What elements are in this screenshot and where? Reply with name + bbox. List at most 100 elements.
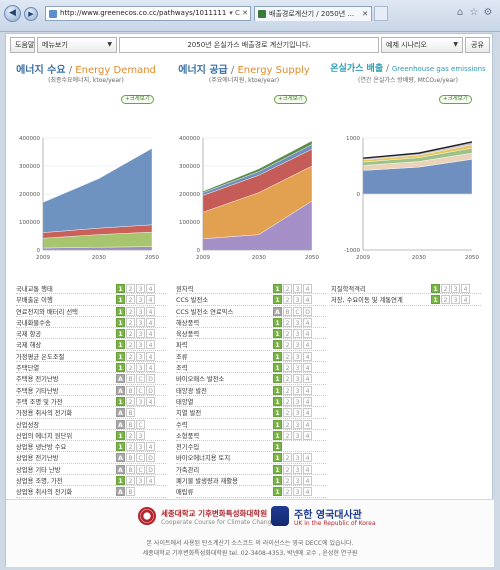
lever-option-button[interactable]: 3 xyxy=(136,340,145,350)
lever-option-button[interactable]: A xyxy=(116,487,125,497)
lever-option-button[interactable]: 1 xyxy=(273,487,282,497)
lever-option-button[interactable]: 4 xyxy=(303,385,312,395)
lever-option-button[interactable]: 2 xyxy=(126,284,135,293)
demand-expand-button[interactable]: +크게보기 xyxy=(121,95,154,104)
lever-option-button[interactable]: 3 xyxy=(136,430,145,440)
lever-option-button[interactable]: B xyxy=(126,408,135,418)
lever-option-button[interactable]: 2 xyxy=(283,464,292,474)
home-icon[interactable]: ⌂ xyxy=(456,7,464,18)
lever-option-button[interactable]: 4 xyxy=(303,295,312,305)
lever-option-button[interactable]: 3 xyxy=(136,295,145,305)
menu-dropdown[interactable]: 메뉴보기 ▼ xyxy=(37,37,117,53)
address-bar[interactable]: http://www.greenecos.co.cc/pathways/1011… xyxy=(45,6,251,21)
lever-option-button[interactable]: D xyxy=(303,306,312,316)
lever-option-button[interactable]: 3 xyxy=(136,351,145,361)
lever-option-button[interactable]: 2 xyxy=(283,317,292,327)
lever-option-button[interactable]: 3 xyxy=(136,476,145,486)
lever-option-button[interactable]: 3 xyxy=(293,487,302,497)
lever-option-button[interactable]: 3 xyxy=(136,284,145,293)
lever-option-button[interactable]: 3 xyxy=(293,374,302,384)
lever-option-button[interactable]: 4 xyxy=(146,396,155,406)
lever-option-button[interactable]: B xyxy=(126,453,135,463)
lever-option-button[interactable]: 4 xyxy=(146,317,155,327)
lever-option-button[interactable]: 3 xyxy=(136,306,145,316)
lever-option-button[interactable]: 4 xyxy=(461,295,470,305)
lever-option-button[interactable]: 4 xyxy=(146,340,155,350)
lever-option-button[interactable]: 1 xyxy=(273,374,282,384)
lever-option-button[interactable]: 4 xyxy=(303,317,312,327)
lever-option-button[interactable]: 2 xyxy=(126,351,135,361)
lever-option-button[interactable]: A xyxy=(116,464,125,474)
lever-option-button[interactable]: 2 xyxy=(283,329,292,339)
lever-option-button[interactable]: 2 xyxy=(283,295,292,305)
lever-option-button[interactable]: C xyxy=(136,464,145,474)
lever-option-button[interactable]: A xyxy=(116,453,125,463)
lever-option-button[interactable]: 3 xyxy=(293,476,302,486)
share-button[interactable]: 공유 xyxy=(465,37,490,53)
lever-option-button[interactable]: 3 xyxy=(136,317,145,327)
lever-option-button[interactable]: 2 xyxy=(126,306,135,316)
lever-option-button[interactable]: 1 xyxy=(273,363,282,373)
lever-option-button[interactable]: 2 xyxy=(126,329,135,339)
lever-option-button[interactable]: 1 xyxy=(116,306,125,316)
lever-option-button[interactable]: 3 xyxy=(293,430,302,440)
lever-option-button[interactable]: 3 xyxy=(293,329,302,339)
lever-option-button[interactable]: 3 xyxy=(293,419,302,429)
lever-option-button[interactable]: C xyxy=(136,385,145,395)
lever-option-button[interactable]: 2 xyxy=(283,419,292,429)
lever-option-button[interactable]: 4 xyxy=(303,396,312,406)
lever-option-button[interactable]: 4 xyxy=(303,284,312,293)
lever-option-button[interactable]: 1 xyxy=(116,295,125,305)
lever-option-button[interactable]: 1 xyxy=(116,351,125,361)
lever-option-button[interactable]: 3 xyxy=(293,385,302,395)
lever-option-button[interactable]: 2 xyxy=(126,476,135,486)
lever-option-button[interactable]: 1 xyxy=(273,476,282,486)
lever-option-button[interactable]: 2 xyxy=(283,396,292,406)
lever-option-button[interactable]: 2 xyxy=(126,363,135,373)
lever-option-button[interactable]: B xyxy=(126,464,135,474)
lever-option-button[interactable]: 2 xyxy=(126,295,135,305)
lever-option-button[interactable]: 4 xyxy=(303,408,312,418)
lever-option-button[interactable]: 1 xyxy=(116,476,125,486)
lever-option-button[interactable]: 2 xyxy=(441,295,450,305)
lever-option-button[interactable]: 4 xyxy=(146,284,155,293)
lever-option-button[interactable]: 4 xyxy=(303,419,312,429)
lever-option-button[interactable]: 4 xyxy=(303,351,312,361)
lever-option-button[interactable]: 3 xyxy=(293,295,302,305)
lever-option-button[interactable]: C xyxy=(136,453,145,463)
lever-option-button[interactable]: 4 xyxy=(146,442,155,452)
lever-option-button[interactable]: 4 xyxy=(303,464,312,474)
lever-option-button[interactable]: 2 xyxy=(283,284,292,293)
lever-option-button[interactable]: 2 xyxy=(283,351,292,361)
lever-option-button[interactable]: 4 xyxy=(146,295,155,305)
lever-option-button[interactable]: D xyxy=(146,453,155,463)
lever-option-button[interactable]: 1 xyxy=(273,340,282,350)
lever-option-button[interactable]: 4 xyxy=(303,340,312,350)
lever-option-button[interactable]: 4 xyxy=(146,306,155,316)
lever-option-button[interactable]: 2 xyxy=(126,396,135,406)
lever-option-button[interactable]: 1 xyxy=(273,408,282,418)
lever-option-button[interactable]: 4 xyxy=(146,329,155,339)
lever-option-button[interactable]: 3 xyxy=(293,464,302,474)
lever-option-button[interactable]: B xyxy=(126,385,135,395)
lever-option-button[interactable]: 1 xyxy=(116,340,125,350)
lever-option-button[interactable]: B xyxy=(126,487,135,497)
lever-option-button[interactable]: 2 xyxy=(441,284,450,293)
lever-option-button[interactable]: 1 xyxy=(273,430,282,440)
new-tab-button[interactable] xyxy=(374,6,388,21)
lever-option-button[interactable]: 3 xyxy=(293,340,302,350)
supply-expand-button[interactable]: +크게보기 xyxy=(274,95,307,104)
lever-option-button[interactable]: 3 xyxy=(136,396,145,406)
lever-option-button[interactable]: 2 xyxy=(283,453,292,463)
lever-option-button[interactable]: 1 xyxy=(273,329,282,339)
lever-option-button[interactable]: 2 xyxy=(126,317,135,327)
lever-option-button[interactable]: 3 xyxy=(136,363,145,373)
lever-option-button[interactable]: 4 xyxy=(461,284,470,293)
lever-option-button[interactable]: D xyxy=(146,374,155,384)
browser-tab[interactable]: 배출경로계산기 / 2050년 ... ✕ xyxy=(254,6,372,21)
lever-option-button[interactable]: 4 xyxy=(303,329,312,339)
lever-option-button[interactable]: 4 xyxy=(146,363,155,373)
lever-option-button[interactable]: 4 xyxy=(303,374,312,384)
lever-option-button[interactable]: 2 xyxy=(283,487,292,497)
lever-option-button[interactable]: 3 xyxy=(136,442,145,452)
